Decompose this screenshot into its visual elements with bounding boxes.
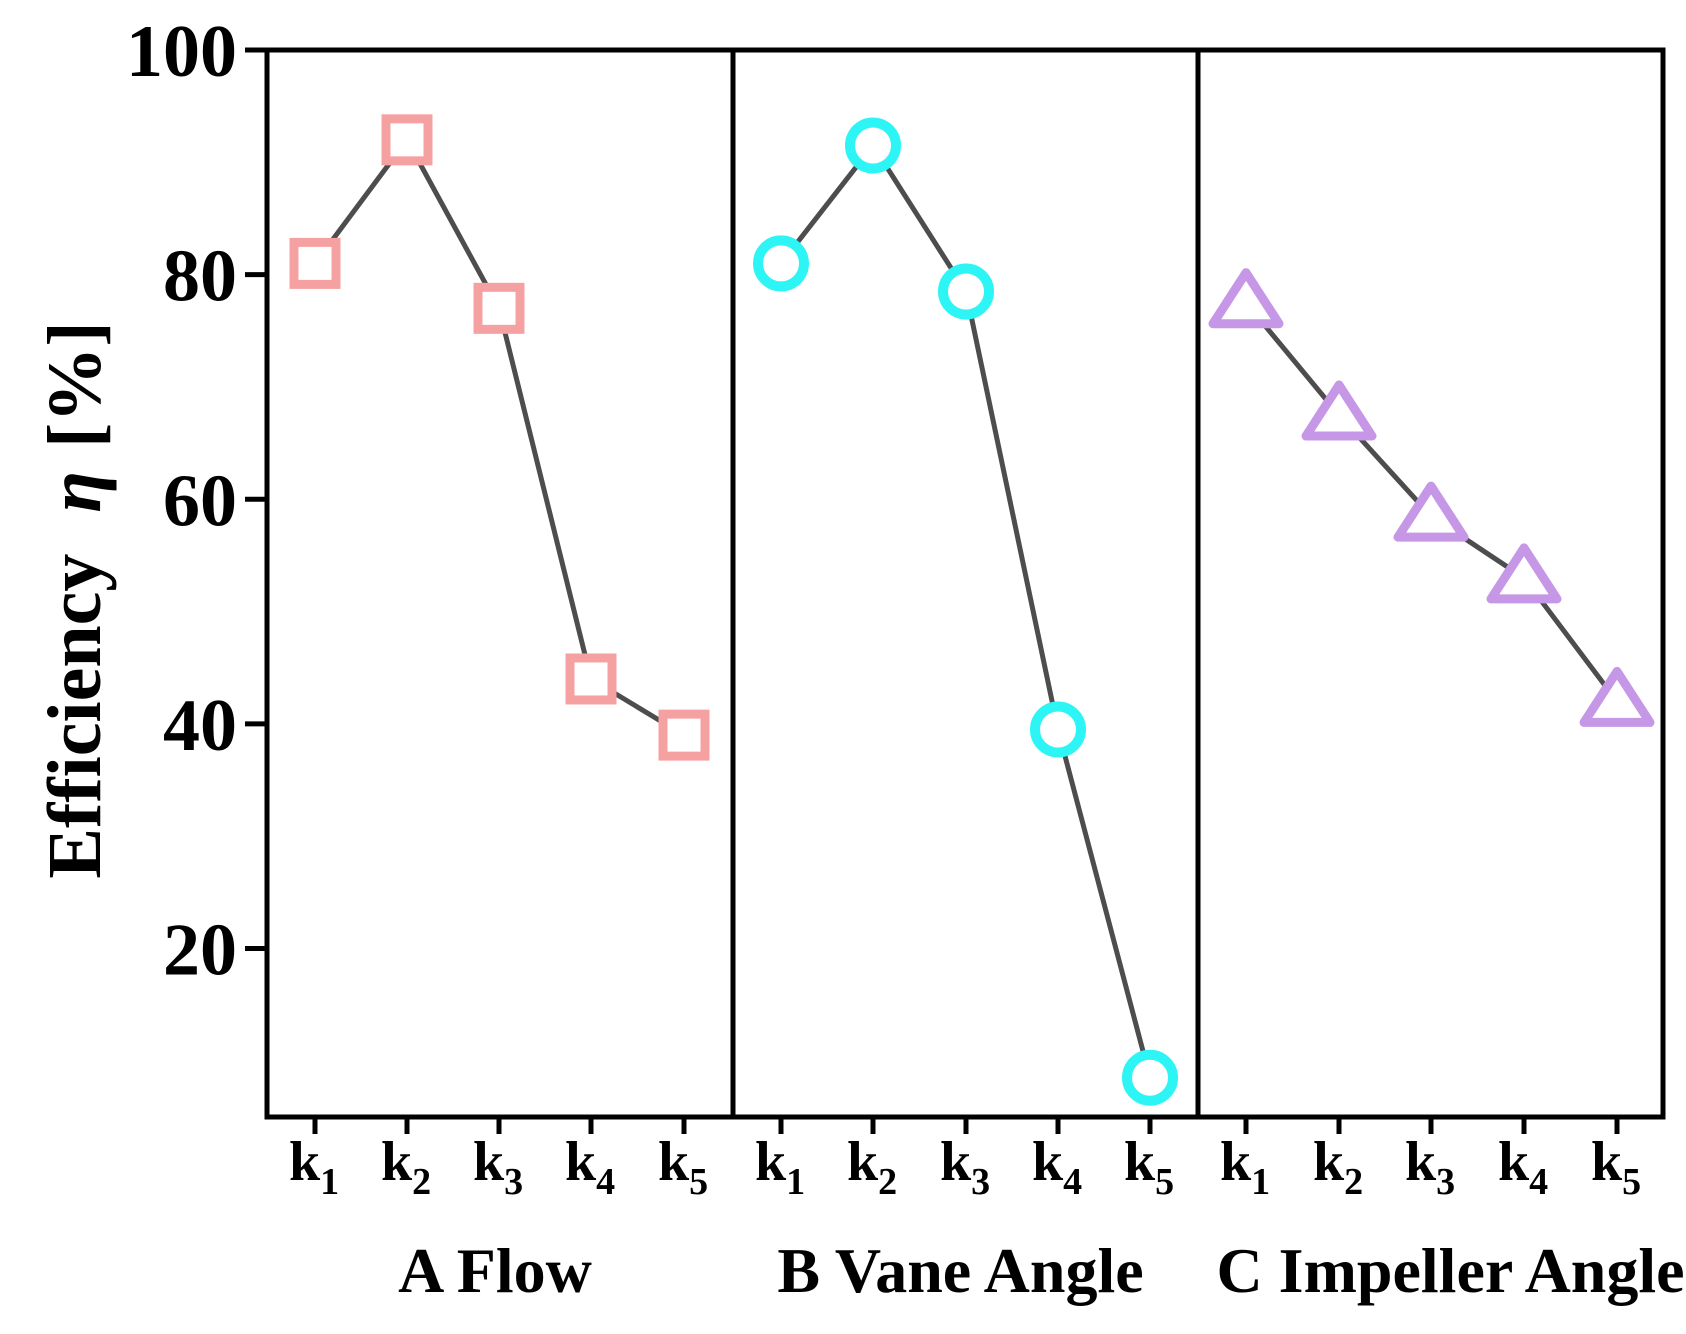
x-tick-label: k2 (381, 1131, 431, 1203)
data-point-triangle (1579, 666, 1655, 727)
x-tick-label: k5 (658, 1131, 708, 1203)
x-tick-label: k2 (1313, 1131, 1363, 1203)
data-point-circle (938, 263, 994, 320)
x-tick-label: k1 (755, 1131, 805, 1203)
y-axis-label-symbol: η (33, 471, 117, 513)
x-tick-label: k3 (1405, 1131, 1455, 1203)
series-line (312, 137, 686, 738)
y-axis-label: Efficiency η [%] (33, 321, 117, 878)
data-point-circle (753, 235, 809, 292)
data-point-square (473, 282, 525, 334)
series-markers (289, 114, 1655, 1106)
panel-label: B Vane Angle (777, 1235, 1143, 1306)
x-tick-label: k4 (1498, 1131, 1548, 1203)
plot-border (264, 47, 1666, 1120)
x-tick-label: k2 (847, 1131, 897, 1203)
panel-label: C Impeller Angle (1216, 1235, 1684, 1306)
y-tick-label: 80 (163, 236, 237, 318)
y-tick-label: 40 (163, 685, 237, 767)
data-point-triangle (1208, 268, 1284, 329)
x-tick-label: k5 (1591, 1131, 1641, 1203)
x-tick-label: k1 (289, 1131, 339, 1203)
data-point-triangle (1301, 380, 1377, 441)
y-axis-label-unit: [%] (33, 321, 117, 448)
panel-labels: A Flow B Vane Angle C Impeller Angle (398, 1235, 1684, 1306)
x-tick-label: k3 (473, 1131, 523, 1203)
x-tick-label: k4 (565, 1131, 615, 1203)
data-point-circle (845, 117, 901, 174)
data-point-circle (1030, 701, 1086, 758)
plot-frame (264, 47, 1666, 1120)
x-tick-label: k1 (1220, 1131, 1270, 1203)
data-point-square (381, 114, 433, 166)
x-axis: k1 k2 k3 k4 k5 k1 k2 k3 k4 k5 k1 k2 k3 k4 k5 (289, 1117, 1641, 1203)
y-tick-label: 100 (126, 11, 237, 93)
data-point-square (289, 237, 341, 289)
y-tick-label: 20 (163, 910, 237, 992)
data-point-square (658, 709, 710, 761)
y-axis: 20 40 60 80 100 (126, 11, 267, 992)
panel-label: A Flow (398, 1235, 592, 1306)
x-tick-label: k3 (940, 1131, 990, 1203)
data-point-triangle (1393, 481, 1469, 542)
x-tick-label: k4 (1032, 1131, 1082, 1203)
data-point-triangle (1486, 543, 1562, 604)
data-point-circle (1122, 1049, 1178, 1106)
y-axis-label-prefix: Efficiency (33, 554, 117, 879)
data-point-square (565, 653, 617, 705)
y-tick-label: 60 (163, 460, 237, 542)
x-tick-label: k5 (1124, 1131, 1174, 1203)
